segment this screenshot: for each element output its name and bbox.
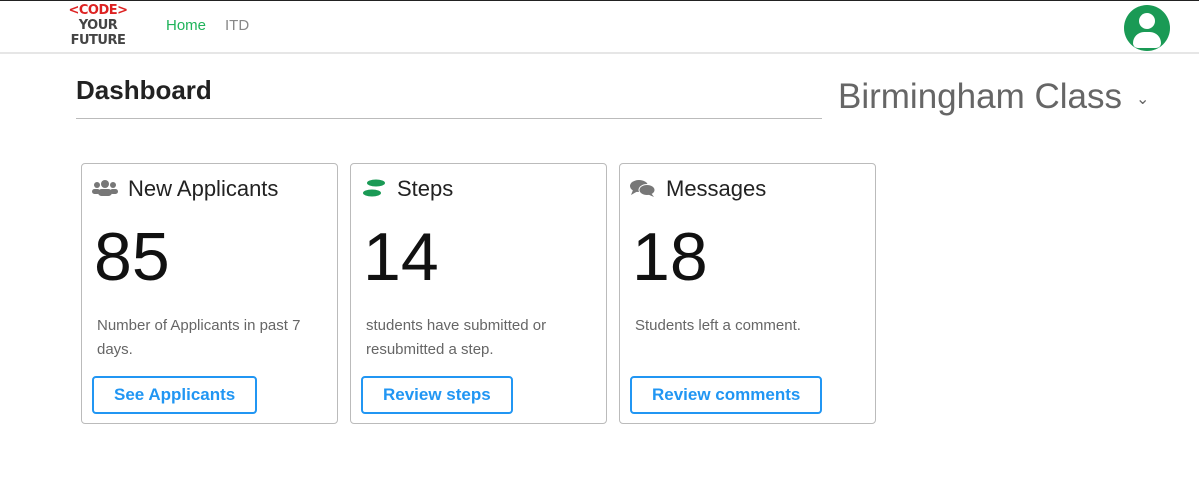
card-steps: Steps 14 students have submitted or resu… — [350, 163, 607, 424]
card-new-applicants: New Applicants 85 Number of Applicants i… — [81, 163, 338, 424]
users-icon — [92, 180, 118, 196]
logo-line: <CODE> — [68, 3, 128, 18]
user-circle-icon[interactable] — [1124, 5, 1170, 51]
top-nav: <CODE> YOUR FUTURE Home ITD — [0, 1, 1199, 54]
card-title: Messages — [666, 176, 767, 201]
card-messages: Messages 18 Students left a comment. Rev… — [619, 163, 876, 424]
logo-line: YOUR — [78, 18, 118, 33]
card-title: New Applicants — [128, 176, 279, 201]
footsteps-icon — [361, 179, 385, 197]
card-description: Number of Applicants in past 7 days. — [97, 317, 301, 358]
class-selector-label: Birmingham Class — [838, 77, 1122, 116]
see-applicants-button[interactable]: See Applicants — [92, 376, 258, 414]
card-description: students have submitted or resubmitted a… — [366, 317, 547, 358]
review-steps-button[interactable]: Review steps — [361, 376, 513, 414]
class-selector[interactable]: Birmingham Class ⌄ — [838, 77, 1149, 117]
comments-icon — [630, 180, 656, 197]
logo-line: FUTURE — [70, 33, 126, 48]
card-count: 14 — [363, 219, 439, 295]
card-count: 85 — [94, 219, 170, 295]
card-description: Students left a comment. — [635, 317, 801, 334]
chevron-down-icon: ⌄ — [1135, 90, 1150, 108]
page-title: Dashboard — [76, 75, 212, 105]
card-count: 18 — [632, 219, 708, 295]
card-title: Steps — [397, 176, 454, 201]
title-divider — [76, 118, 822, 119]
nav-home-link[interactable]: Home — [166, 17, 207, 34]
code-your-future-logo[interactable]: <CODE> YOUR FUTURE — [60, 3, 136, 48]
review-comments-button[interactable]: Review comments — [630, 376, 823, 414]
nav-itd-link[interactable]: ITD — [225, 17, 250, 34]
